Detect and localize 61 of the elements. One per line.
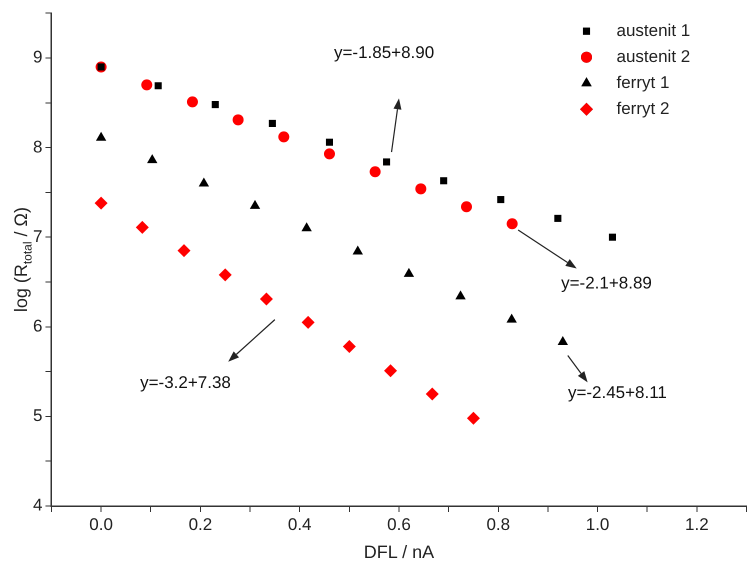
point: [506, 314, 517, 323]
annotation: y=-2.45+8.11: [568, 382, 667, 402]
point: [278, 131, 290, 142]
point: [250, 200, 260, 209]
annotation: y=-3.2+7.38: [140, 372, 231, 392]
point: [384, 364, 398, 378]
point: [383, 158, 390, 166]
point: [212, 101, 219, 108]
point: [232, 114, 244, 126]
x-tick-label: 0.4: [288, 514, 312, 534]
y-tick-label: 4: [32, 496, 42, 515]
point: [324, 148, 335, 160]
y-tick-label: 5: [32, 406, 42, 426]
x-tick-label: 1.2: [685, 514, 709, 534]
point: [440, 177, 448, 184]
point: [426, 388, 439, 400]
point: [352, 246, 363, 255]
annotation: y=-2.1+8.89: [561, 273, 652, 292]
y-tick-label: 7: [32, 226, 42, 246]
x-axis-title: DFL / nA: [364, 542, 434, 562]
x-tick-label: 0.6: [387, 514, 411, 534]
x-tick-label: 0.0: [89, 514, 113, 534]
point: [554, 214, 562, 222]
point: [404, 268, 414, 277]
point: [466, 412, 480, 425]
point: [268, 120, 276, 127]
point: [147, 154, 158, 164]
point: [370, 166, 381, 178]
point: [260, 292, 273, 306]
point: [178, 244, 191, 258]
point: [96, 132, 106, 141]
x-tick-label: 0.8: [486, 514, 510, 534]
annotation: y=-1.85+8.90: [334, 43, 434, 62]
point: [342, 340, 356, 354]
y-tick-label: 6: [32, 316, 42, 336]
y-axis-title: log (Rtotal / Ω): [10, 207, 34, 312]
y-tick-label: 8: [32, 137, 42, 156]
legend-label: ferryt 2: [616, 98, 670, 118]
point: [218, 268, 232, 282]
x-tick-label: 0.2: [188, 514, 212, 534]
point: [186, 96, 198, 108]
point: [455, 290, 466, 300]
legend-label: austenit 2: [616, 46, 690, 66]
point: [608, 234, 616, 241]
point: [136, 220, 149, 234]
point: [302, 316, 315, 329]
point: [497, 196, 504, 204]
point: [415, 183, 426, 194]
legend-label: ferryt 1: [616, 72, 670, 92]
legend-label: austenit 1: [616, 20, 690, 40]
point: [198, 177, 210, 186]
point: [94, 196, 108, 210]
point: [326, 138, 334, 146]
y-tick-label: 9: [32, 48, 42, 67]
point: [460, 201, 472, 212]
point: [506, 218, 518, 230]
point: [154, 82, 162, 90]
point: [558, 336, 568, 346]
point: [141, 79, 152, 90]
point: [301, 222, 312, 232]
x-tick-label: 1.0: [586, 514, 610, 534]
